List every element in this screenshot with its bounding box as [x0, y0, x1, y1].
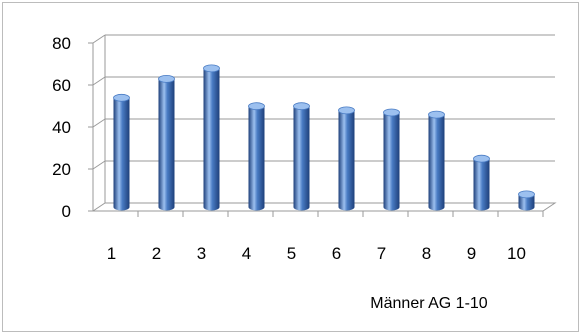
gridline-diagonal	[92, 76, 106, 86]
bar-layer	[113, 64, 535, 211]
x-tick-label: 6	[332, 244, 341, 263]
bar	[203, 68, 220, 211]
x-tick-label: 5	[287, 244, 296, 263]
y-axis-ticks: 0 20 40 60 80	[52, 34, 71, 221]
x-axis-ticks: 1 2 3 4 5 6 7 8 9 10	[107, 244, 526, 263]
bar-top	[158, 75, 175, 83]
bar	[158, 78, 175, 211]
y-tick-label: 0	[62, 202, 71, 221]
y-tick-label: 40	[52, 118, 71, 137]
x-tick-label: 2	[152, 244, 161, 263]
series-label: Männer AG 1-10	[370, 295, 488, 312]
gridline-diagonal	[92, 118, 106, 128]
bar	[383, 112, 400, 211]
bar-chart: 0 20 40 60 80 1 2 3 4 5 6 7 8 9 10 Männer AG 1-10	[52, 34, 557, 312]
bar	[518, 194, 535, 211]
bar-top	[338, 106, 355, 115]
bar-top	[518, 190, 535, 199]
x-tick-label: 1	[107, 244, 116, 263]
bar-top	[428, 110, 445, 119]
x-tick-label: 8	[422, 244, 431, 263]
gridline-diagonal	[92, 160, 106, 170]
bar	[428, 114, 445, 211]
bar	[473, 158, 490, 211]
x-tick-label: 9	[467, 244, 476, 263]
bar-top	[203, 64, 220, 73]
y-tick-label: 60	[52, 76, 71, 95]
floor	[91, 202, 557, 212]
gridline-diagonal	[92, 34, 106, 44]
bar-top	[113, 93, 130, 102]
x-tick-label: 3	[197, 244, 206, 263]
bar-top	[473, 154, 490, 163]
bar	[113, 97, 130, 211]
x-tick-label: 4	[242, 244, 251, 263]
x-tick-label: 7	[377, 244, 386, 263]
bar	[338, 110, 355, 211]
y-tick-label: 80	[52, 34, 71, 53]
bar-top	[248, 102, 265, 111]
chart-frame: 0 20 40 60 80 1 2 3 4 5 6 7 8 9 10 Männer AG 1-10	[2, 2, 579, 332]
x-tick-label: 10	[507, 244, 526, 263]
bar	[248, 106, 265, 211]
bar-top	[383, 108, 400, 117]
y-tick-label: 20	[52, 160, 71, 179]
grid-layer	[88, 34, 557, 217]
bar-top	[293, 102, 310, 111]
bar	[293, 106, 310, 211]
